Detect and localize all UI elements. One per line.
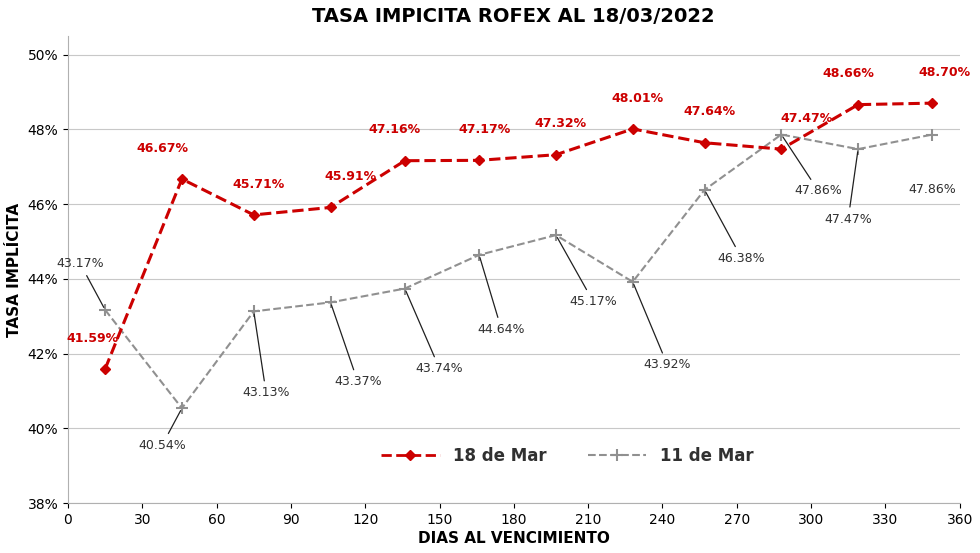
Text: 46.67%: 46.67% (136, 142, 188, 155)
Text: 44.64%: 44.64% (477, 258, 525, 336)
Y-axis label: TASA IMPLÍCITA: TASA IMPLÍCITA (7, 202, 22, 337)
Text: 48.66%: 48.66% (822, 67, 874, 80)
Text: 40.54%: 40.54% (138, 411, 186, 452)
Text: 43.17%: 43.17% (57, 257, 104, 307)
Text: 43.37%: 43.37% (331, 305, 381, 388)
Text: 47.64%: 47.64% (683, 106, 736, 118)
Text: 45.91%: 45.91% (324, 170, 376, 183)
Text: 45.71%: 45.71% (232, 178, 285, 191)
Legend: 18 de Mar, 11 de Mar: 18 de Mar, 11 de Mar (374, 440, 760, 472)
Text: 43.13%: 43.13% (242, 314, 290, 399)
Text: 47.17%: 47.17% (458, 123, 511, 136)
Text: 48.01%: 48.01% (612, 92, 663, 105)
Text: 41.59%: 41.59% (67, 332, 119, 345)
Text: 43.92%: 43.92% (634, 284, 691, 371)
Text: 47.47%: 47.47% (780, 112, 832, 125)
Text: 43.74%: 43.74% (406, 291, 464, 375)
Text: 47.47%: 47.47% (824, 152, 872, 226)
Title: TASA IMPICITA ROFEX AL 18/03/2022: TASA IMPICITA ROFEX AL 18/03/2022 (313, 7, 715, 26)
Text: 47.86%: 47.86% (783, 137, 843, 197)
Text: 47.16%: 47.16% (368, 123, 421, 137)
X-axis label: DIAS AL VENCIMIENTO: DIAS AL VENCIMIENTO (417, 531, 610, 546)
Text: 47.32%: 47.32% (535, 117, 587, 131)
Text: 47.86%: 47.86% (908, 182, 956, 196)
Text: 48.70%: 48.70% (918, 66, 971, 79)
Text: 45.17%: 45.17% (558, 238, 617, 308)
Text: 46.38%: 46.38% (706, 192, 765, 265)
